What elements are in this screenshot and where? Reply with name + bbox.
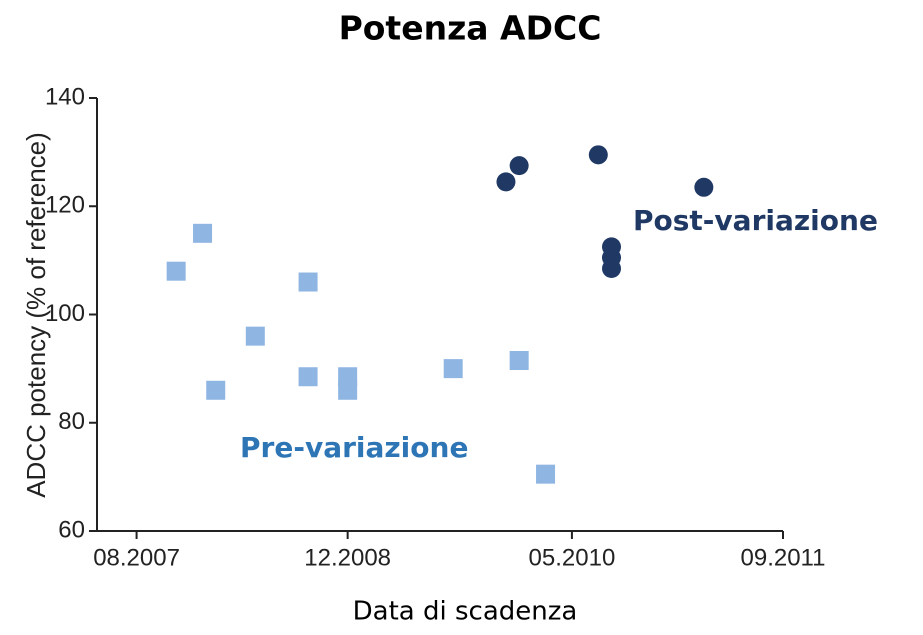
point <box>509 156 529 176</box>
point <box>206 380 226 400</box>
point <box>509 351 529 371</box>
y-tick-label: 140 <box>45 83 85 110</box>
chart-title: Potenza ADCC <box>339 9 602 48</box>
point <box>298 272 318 292</box>
point <box>298 367 318 387</box>
point <box>496 172 516 192</box>
point <box>338 380 358 400</box>
y-tick-label: 80 <box>58 408 85 435</box>
y-tick-label: 120 <box>45 192 85 219</box>
point <box>193 223 213 243</box>
y-tick-label: 100 <box>45 300 85 327</box>
point <box>443 359 463 379</box>
point <box>245 326 265 346</box>
point <box>166 261 186 281</box>
series-label: Post-variazione <box>633 204 878 237</box>
series-label: Pre-variazione <box>240 431 468 464</box>
point <box>588 145 608 165</box>
x-tick-label: 05.2010 <box>529 544 616 571</box>
point <box>536 464 556 484</box>
x-tick-label: 12.2008 <box>304 544 391 571</box>
point <box>602 258 621 278</box>
x-tick-label: 09.2011 <box>741 544 826 571</box>
x-tick-label: 08.2007 <box>93 544 180 571</box>
y-tick-label: 60 <box>58 516 85 543</box>
point <box>694 177 714 197</box>
x-axis-label: Data di scadenza <box>353 597 578 627</box>
y-axis-label: ADCC potency (% of reference) <box>21 132 51 498</box>
